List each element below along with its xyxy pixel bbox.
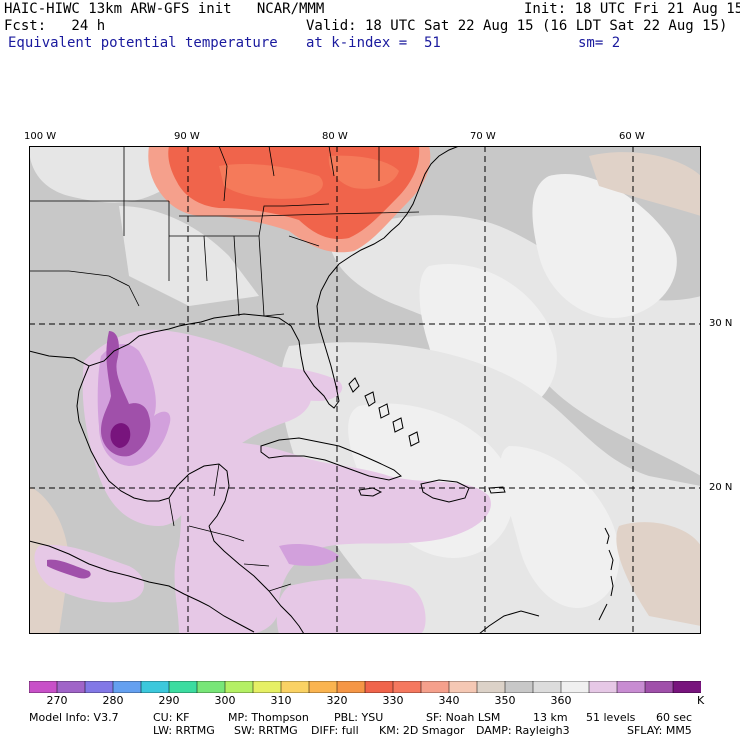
colorbar-tick-label: 290 [158,694,180,707]
coastlines [29,146,614,634]
colorbar-swatch [420,681,450,693]
colorbar-swatch [252,681,282,693]
colorbar-swatch [588,681,618,693]
colorbar-swatch [448,681,478,693]
colorbar-swatch [532,681,562,693]
colorbar-swatch [308,681,338,693]
model-info-item: Model Info: V3.7 [29,711,119,724]
lon-label-60w: 60 W [619,131,645,142]
level-index: at k-index = 51 [306,35,441,51]
model-info-item: SF: Noah LSM [426,711,501,724]
model-info-item: 51 levels [586,711,636,724]
colorbar-swatch [84,681,114,693]
colorbar-unit: K [697,694,705,707]
model-info-item: SFLAY: MM5 [627,724,692,737]
colorbar-swatch [112,681,142,693]
colorbar-swatch [392,681,422,693]
lon-label-70w: 70 W [470,131,496,142]
model-info-item: SW: RRTMG [234,724,298,737]
colorbar-swatch [364,681,394,693]
field-light-areas [29,146,701,634]
theta-e-map [29,146,701,634]
smoothing-info: sm= 2 [578,35,621,51]
model-info-item: DIFF: full [311,724,359,737]
model-info-item: LW: RRTMG [153,724,215,737]
colorbar-tick-label: 320 [326,694,348,707]
colorbar-swatch [224,681,254,693]
model-info-item: DAMP: Rayleigh3 [476,724,570,737]
colorbar-tick-label: 350 [494,694,516,707]
lat-label-30n: 30 N [709,318,733,329]
colorbar-tick-label: 300 [214,694,236,707]
model-info-item: KM: 2D Smagor [379,724,465,737]
colorbar-swatch [280,681,310,693]
model-info-item: 60 sec [656,711,693,724]
colorbar-swatch [168,681,198,693]
colorbar-swatch [140,681,170,693]
field-warm-air [148,146,431,253]
colorbar-tick-label: 330 [382,694,404,707]
colorbar-swatch [616,681,646,693]
lon-label-100w: 100 W [24,131,57,142]
lat-label-20n: 20 N [709,482,733,493]
lon-label-80w: 80 W [322,131,348,142]
lon-label-90w: 90 W [174,131,200,142]
colorbar-tick-label: 360 [550,694,572,707]
colorbar-tick-label: 310 [270,694,292,707]
colorbar-swatch [56,681,86,693]
colorbar-tick-label: 280 [102,694,124,707]
colorbar-swatch [644,681,674,693]
state-borders [29,146,420,592]
field-name: Equivalent potential temperature [8,35,278,51]
colorbar-swatch [196,681,226,693]
model-info-item: 13 km [533,711,568,724]
colorbar-swatch [504,681,534,693]
colorbar [29,681,701,693]
model-info-item: PBL: YSU [334,711,384,724]
forecast-hour: Fcst: 24 h [4,18,106,34]
model-info-item: CU: KF [153,711,190,724]
colorbar-swatch [560,681,590,693]
model-title: HAIC-HIWC 13km ARW-GFS init NCAR/MMM [4,1,325,17]
field-purple-core [47,331,339,579]
colorbar-tick-label: 340 [438,694,460,707]
colorbar-tick-label: 270 [46,694,68,707]
init-time: Init: 18 UTC Fri 21 Aug 15 [524,1,740,17]
colorbar-swatch [672,681,701,693]
colorbar-swatch [476,681,506,693]
colorbar-swatch [336,681,366,693]
valid-time: Valid: 18 UTC Sat 22 Aug 15 (16 LDT Sat … [306,18,728,34]
model-info-item: MP: Thompson [228,711,309,724]
colorbar-swatch [29,681,58,693]
